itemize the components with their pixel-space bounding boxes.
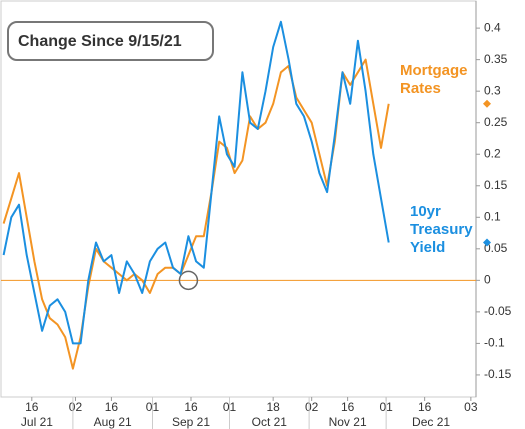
y-tick-label: 0.2 <box>484 146 501 160</box>
y-tick-label: 0.15 <box>484 178 508 192</box>
y-tick-label: 0.4 <box>484 20 501 34</box>
x-tick-label: 18 <box>266 400 280 414</box>
last-value-marker <box>483 238 491 247</box>
series-line <box>2 20 390 345</box>
y-tick-label: 0.05 <box>484 241 508 255</box>
month-label: Nov 21 <box>329 415 367 429</box>
y-tick-label: -0.05 <box>484 304 512 318</box>
x-tick-label: 16 <box>341 400 355 414</box>
x-tick-label: 02 <box>69 400 83 414</box>
y-tick-label: 0.25 <box>484 115 508 129</box>
month-label: Dec 21 <box>412 415 450 429</box>
annotation-circle <box>178 270 199 291</box>
month-label: Aug 21 <box>94 415 132 429</box>
x-tick-label: 03 <box>464 400 478 414</box>
y-tick-label: 0.35 <box>484 52 508 66</box>
x-tick-label: 16 <box>105 400 119 414</box>
series-line <box>2 58 390 370</box>
x-tick-label: 02 <box>305 400 319 414</box>
x-tick-label: 16 <box>184 400 198 414</box>
y-tick-label: 0 <box>484 273 491 287</box>
title-box <box>7 21 214 61</box>
month-label: Jul 21 <box>21 415 53 429</box>
x-tick-label: 16 <box>418 400 432 414</box>
series-label: Mortgage Rates <box>400 62 468 97</box>
y-tick-label: -0.1 <box>484 336 505 350</box>
y-tick-label: 0.3 <box>484 83 501 97</box>
month-label: Sep 21 <box>172 415 210 429</box>
x-tick-label: 16 <box>25 400 39 414</box>
y-tick-label: 0.1 <box>484 209 501 223</box>
chart-title: Change Since 9/15/21 <box>18 33 182 50</box>
last-value-marker <box>483 99 491 108</box>
series-label: 10yr Treasury Yield <box>410 203 473 256</box>
month-label: Oct 21 <box>252 415 288 429</box>
y-tick-label: -0.15 <box>484 367 512 381</box>
